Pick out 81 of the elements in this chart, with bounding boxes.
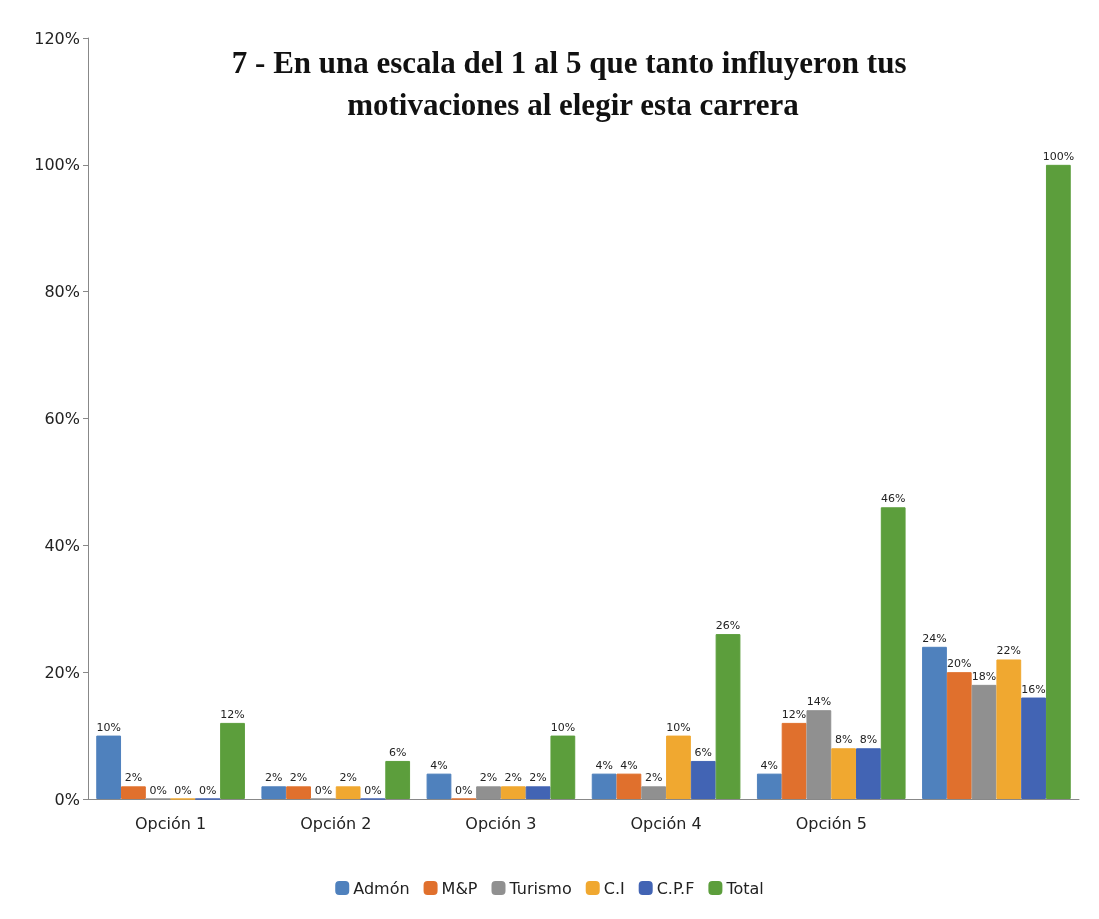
bar xyxy=(856,748,881,799)
bar xyxy=(591,773,617,799)
data-label: 2% xyxy=(124,771,143,785)
data-label: 2% xyxy=(504,771,523,785)
x-tick-label: Opción 3 xyxy=(465,813,537,833)
bar xyxy=(335,786,361,799)
bar xyxy=(550,735,576,799)
data-label: 46% xyxy=(880,492,906,506)
data-label: 18% xyxy=(971,669,997,683)
legend-label: Admón xyxy=(353,878,410,898)
data-label: 0% xyxy=(174,783,192,797)
x-tick-label: Opción 1 xyxy=(134,813,207,833)
data-label: 16% xyxy=(1021,682,1046,696)
bar xyxy=(880,507,906,799)
legend-label: C.I xyxy=(603,878,625,898)
y-tick-label: 20% xyxy=(44,662,80,682)
data-label: 0% xyxy=(455,783,473,797)
data-label: 26% xyxy=(715,619,741,633)
bar xyxy=(1045,164,1071,799)
y-tick-label: 100% xyxy=(34,155,80,175)
bar xyxy=(96,735,122,799)
legend-label: M&P xyxy=(441,878,478,898)
data-label: 4% xyxy=(430,758,448,772)
bar xyxy=(121,786,146,799)
data-label: 2% xyxy=(339,771,357,785)
legend-label: Total xyxy=(725,878,764,898)
bar xyxy=(781,722,807,799)
bar xyxy=(715,634,741,799)
x-tick-label: Opción 5 xyxy=(795,813,867,833)
text: 7 - En una escala del 1 al 5 que tanto influyeron tus motivaciones al elegir esta carrera xyxy=(231,44,915,122)
y-tick-label: 0% xyxy=(54,789,80,809)
bar xyxy=(1021,697,1046,799)
data-label: 2% xyxy=(644,771,663,785)
bar xyxy=(220,722,245,799)
data-label: 12% xyxy=(220,707,245,721)
data-label: 24% xyxy=(922,631,947,645)
data-label: 0% xyxy=(314,783,333,797)
data-label: 0% xyxy=(364,783,382,797)
data-label: 10% xyxy=(550,720,576,734)
data-label: 10% xyxy=(96,720,121,734)
bar xyxy=(831,748,857,799)
data-label: 20% xyxy=(947,657,972,671)
data-label: 4% xyxy=(620,758,638,772)
data-label: 4% xyxy=(760,758,779,772)
legend-label: C.P.F xyxy=(656,878,695,898)
x-tick-label: Opción 2 xyxy=(300,813,372,833)
data-label: 10% xyxy=(666,720,691,734)
bar xyxy=(261,786,287,799)
data-label: 12% xyxy=(781,707,807,721)
bar xyxy=(946,672,972,799)
data-label: 2% xyxy=(265,771,283,785)
data-label: 2% xyxy=(529,771,547,785)
data-label: 0% xyxy=(149,783,167,797)
data-label: 22% xyxy=(996,644,1022,658)
bar xyxy=(616,773,642,799)
data-label: 6% xyxy=(388,745,407,759)
bar xyxy=(286,786,311,799)
data-label: 100% xyxy=(1042,149,1075,163)
data-label: 14% xyxy=(806,695,832,709)
data-label: 6% xyxy=(694,745,712,759)
data-label: 2% xyxy=(479,771,498,785)
y-tick-label: 40% xyxy=(44,535,80,555)
bar xyxy=(996,659,1022,799)
bar xyxy=(756,773,782,799)
bar xyxy=(666,735,691,799)
bar xyxy=(385,760,411,799)
data-label: 0% xyxy=(199,783,217,797)
bar xyxy=(922,646,947,799)
bar xyxy=(525,786,551,799)
bar xyxy=(426,773,452,799)
y-tick-label: 120% xyxy=(34,28,80,48)
y-tick-label: 80% xyxy=(44,282,80,302)
bar xyxy=(500,786,526,799)
bar xyxy=(690,760,716,799)
data-label: 2% xyxy=(289,771,308,785)
data-label: 8% xyxy=(859,733,878,747)
x-tick-label: Opción 4 xyxy=(630,813,702,833)
legend-label: Turismo xyxy=(508,878,572,898)
y-tick-label: 60% xyxy=(44,409,80,428)
data-label: 8% xyxy=(834,733,853,747)
data-label: 4% xyxy=(595,758,613,772)
